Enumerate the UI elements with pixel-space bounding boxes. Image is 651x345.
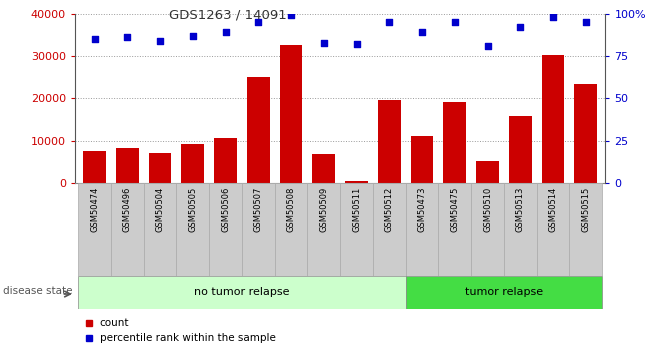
- Point: [482, 43, 493, 49]
- Bar: [242, 183, 275, 276]
- Text: GSM50510: GSM50510: [483, 187, 492, 232]
- Bar: [378, 100, 401, 183]
- Bar: [340, 183, 373, 276]
- Bar: [574, 83, 597, 183]
- Point: [318, 40, 329, 45]
- Bar: [116, 148, 139, 183]
- Point: [417, 30, 427, 35]
- Bar: [504, 183, 536, 276]
- Text: GSM50475: GSM50475: [450, 187, 459, 232]
- Text: disease state: disease state: [3, 286, 73, 296]
- Text: GSM50512: GSM50512: [385, 187, 394, 232]
- Bar: [406, 276, 602, 309]
- Text: GSM50507: GSM50507: [254, 187, 263, 232]
- Text: GSM50473: GSM50473: [417, 187, 426, 232]
- Text: GSM50474: GSM50474: [90, 187, 99, 232]
- Bar: [509, 116, 532, 183]
- Point: [352, 41, 362, 47]
- Point: [187, 33, 198, 39]
- Bar: [182, 144, 204, 183]
- Bar: [279, 46, 303, 183]
- Point: [122, 35, 132, 40]
- Text: GSM50513: GSM50513: [516, 187, 525, 232]
- Bar: [373, 183, 406, 276]
- Point: [253, 19, 264, 25]
- Bar: [345, 181, 368, 183]
- Text: GSM50508: GSM50508: [286, 187, 296, 232]
- Point: [89, 37, 100, 42]
- Text: GSM50514: GSM50514: [549, 187, 557, 232]
- Bar: [406, 183, 438, 276]
- Point: [581, 19, 591, 25]
- Bar: [209, 183, 242, 276]
- Bar: [247, 77, 270, 183]
- Bar: [542, 55, 564, 183]
- Point: [515, 24, 525, 30]
- Point: [450, 19, 460, 25]
- Text: GDS1263 / 14091: GDS1263 / 14091: [169, 9, 286, 22]
- Bar: [148, 153, 171, 183]
- Bar: [471, 183, 504, 276]
- Bar: [214, 138, 237, 183]
- Bar: [83, 151, 106, 183]
- Text: GSM50511: GSM50511: [352, 187, 361, 232]
- Text: GSM50505: GSM50505: [188, 187, 197, 232]
- Point: [384, 19, 395, 25]
- Bar: [570, 183, 602, 276]
- Bar: [78, 183, 111, 276]
- Bar: [312, 154, 335, 183]
- Bar: [536, 183, 570, 276]
- Bar: [144, 183, 176, 276]
- Text: GSM50515: GSM50515: [581, 187, 590, 232]
- Bar: [476, 161, 499, 183]
- Text: no tumor relapse: no tumor relapse: [194, 287, 290, 297]
- Bar: [111, 183, 144, 276]
- Point: [220, 30, 230, 35]
- Bar: [176, 183, 209, 276]
- Bar: [307, 183, 340, 276]
- Text: GSM50504: GSM50504: [156, 187, 165, 232]
- Legend: count, percentile rank within the sample: count, percentile rank within the sample: [80, 314, 280, 345]
- Bar: [78, 276, 406, 309]
- Point: [286, 13, 296, 18]
- Bar: [411, 136, 434, 183]
- Bar: [443, 102, 466, 183]
- Text: GSM50496: GSM50496: [123, 187, 132, 232]
- Point: [155, 38, 165, 43]
- Text: tumor relapse: tumor relapse: [465, 287, 543, 297]
- Text: GSM50506: GSM50506: [221, 187, 230, 232]
- Bar: [438, 183, 471, 276]
- Text: GSM50509: GSM50509: [319, 187, 328, 232]
- Point: [548, 14, 559, 20]
- Bar: [275, 183, 307, 276]
